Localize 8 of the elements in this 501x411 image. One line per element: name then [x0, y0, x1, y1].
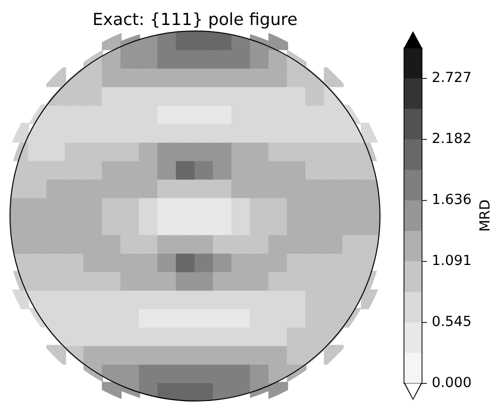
color-bar-label: 1.636	[432, 192, 472, 208]
color-bar-label: 0.545	[432, 314, 472, 330]
color-bar-label: 1.091	[432, 252, 472, 269]
color-bar-label: 2.182	[432, 130, 472, 147]
color-bar-label: 2.727	[432, 70, 472, 86]
color-bar-label: 0.000	[432, 375, 472, 391]
color-bar-title: MRD	[478, 199, 494, 232]
chart-title: Exact: {111} pole figure	[92, 9, 298, 30]
